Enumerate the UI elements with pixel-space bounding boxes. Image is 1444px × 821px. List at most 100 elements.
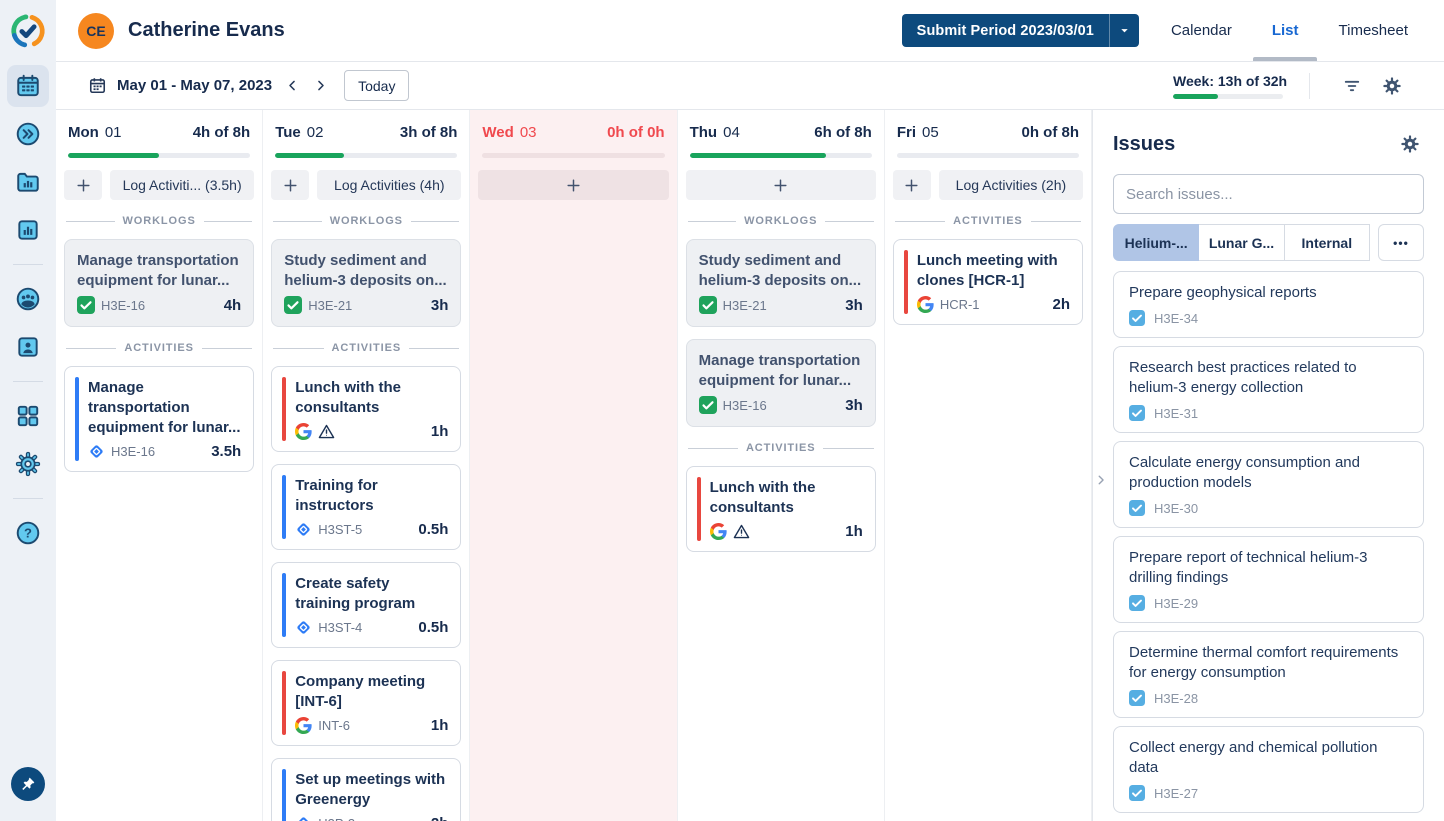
sidebar-item-report-folder[interactable]: [7, 161, 49, 203]
activity-color-bar: [903, 250, 908, 314]
issue-card[interactable]: Research best practices related to heliu…: [1113, 346, 1424, 433]
issue-card[interactable]: Calculate energy consumption and product…: [1113, 441, 1424, 528]
jira-task-icon: [88, 443, 105, 460]
add-entry-button[interactable]: [892, 170, 931, 200]
sidebar-item-help[interactable]: ?: [7, 512, 49, 554]
sidebar-divider: [13, 264, 43, 265]
issue-key-label: H3E-29: [1154, 595, 1199, 611]
date-toolbar: May 01 - May 07, 2023 Today Week: 13h of…: [56, 62, 1444, 110]
activity-card[interactable]: Manage transportation equipment for luna…: [64, 366, 255, 472]
jira-task-icon: [295, 619, 312, 636]
sidebar-item-profile-card[interactable]: [7, 326, 49, 368]
activity-card[interactable]: Create safety training program H3ST-4 0.5h: [271, 562, 462, 648]
logged-hours-label: 3.5h: [211, 443, 242, 460]
sidebar-item-quick-switch[interactable]: [7, 113, 49, 155]
search-issues-input[interactable]: [1113, 174, 1424, 214]
activity-card[interactable]: Set up meetings with Greenergy H3P-3 2h: [271, 758, 462, 821]
blue-check-icon: [1129, 785, 1145, 801]
activity-title: Lunch with the consultants: [709, 479, 816, 516]
issue-meta: H3E-27: [1129, 785, 1408, 801]
main-area: CE Catherine Evans Submit Period 2023/03…: [56, 0, 1444, 821]
next-week-button[interactable]: [306, 72, 334, 100]
issue-key-label: H3P-3: [318, 816, 355, 821]
day-name-label: Tue: [275, 124, 301, 141]
google-icon: [295, 717, 312, 734]
issue-card[interactable]: Prepare geophysical reports H3E-34: [1113, 271, 1424, 338]
issues-search: [1113, 174, 1424, 214]
day-progress-bar: [689, 153, 872, 158]
issues-header: Issues: [1113, 130, 1424, 158]
board-settings-button[interactable]: [1376, 70, 1408, 102]
week-board: Mon 01 4h of 8h Log Activiti... (3.5h) WORKL…: [56, 110, 1093, 821]
day-actions: Log Activities (2h): [892, 170, 1084, 200]
sidebar-item-chart[interactable]: [7, 209, 49, 251]
toolbar-divider: [1309, 72, 1310, 99]
tab-timesheet[interactable]: Timesheet: [1339, 0, 1408, 61]
sidebar-item-settings[interactable]: [7, 443, 49, 485]
tab-calendar[interactable]: Calendar: [1171, 0, 1232, 61]
day-hours-label: 6h of 8h: [814, 124, 872, 141]
sidebar-item-team[interactable]: [7, 278, 49, 320]
sidebar-item-calendar[interactable]: [7, 65, 49, 107]
log-activities-button[interactable]: Log Activities (4h): [317, 170, 462, 200]
blue-check-icon: [1129, 690, 1145, 706]
add-entry-button[interactable]: [478, 170, 669, 200]
day-progress-bar: [68, 153, 251, 158]
today-button[interactable]: Today: [344, 70, 410, 101]
day-hours-label: 4h of 8h: [192, 124, 251, 141]
worklog-card[interactable]: Manage transportation equipment for luna…: [64, 239, 255, 327]
chart-icon: [15, 217, 41, 243]
submit-period-button[interactable]: Submit Period 2023/03/01: [901, 14, 1139, 47]
settings-icon: [15, 451, 41, 477]
issue-key-label: H3E-30: [1154, 500, 1199, 516]
issue-tab-lunar[interactable]: Lunar G...: [1198, 224, 1285, 261]
activity-title: Set up meetings with Greenergy: [295, 771, 446, 808]
activity-card[interactable]: Lunch with the consultants 1h: [685, 466, 876, 552]
issue-key-label: INT-6: [318, 718, 350, 733]
panel-collapse-button[interactable]: [1093, 468, 1109, 492]
logged-hours-label: 3h: [845, 396, 863, 414]
activities-section-label: ACTIVITIES: [688, 442, 874, 454]
activity-card[interactable]: Lunch with the consultants 1h: [271, 366, 462, 452]
issue-tab-internal[interactable]: Internal: [1283, 224, 1370, 261]
logged-hours-label: 3h: [845, 296, 863, 314]
prev-week-button[interactable]: [278, 72, 306, 100]
pin-icon: [20, 776, 36, 792]
activity-title: Training for instructors: [295, 477, 378, 514]
activity-card[interactable]: Training for instructors H3ST-5 0.5h: [271, 464, 462, 550]
worklog-card[interactable]: Study sediment and helium-3 deposits on.…: [271, 239, 462, 327]
issue-card[interactable]: Prepare report of technical helium-3 dri…: [1113, 536, 1424, 623]
issues-settings-button[interactable]: [1396, 130, 1424, 158]
day-column-wed: Wed 03 0h of 0h: [470, 110, 678, 821]
log-activities-button[interactable]: Log Activiti... (3.5h): [110, 170, 255, 200]
activity-card[interactable]: Company meeting [INT-6] INT-6 1h: [271, 660, 462, 746]
card-meta: H3ST-5 0.5h: [295, 521, 448, 538]
header: CE Catherine Evans Submit Period 2023/03…: [56, 0, 1444, 62]
issue-key-label: H3ST-4: [318, 620, 363, 635]
card-meta: H3ST-4 0.5h: [295, 619, 448, 636]
activity-card[interactable]: Lunch meeting with clones [HCR-1] HCR-1 2h: [892, 239, 1084, 325]
sidebar-item-apps-grid[interactable]: [7, 395, 49, 437]
issue-tab-helium[interactable]: Helium-...: [1113, 224, 1200, 261]
submit-caret-button[interactable]: [1108, 14, 1139, 47]
add-entry-button[interactable]: [64, 170, 102, 200]
add-entry-button[interactable]: [685, 170, 876, 200]
plus-icon: [75, 177, 92, 194]
worklog-title: Study sediment and helium-3 deposits on.…: [698, 252, 862, 289]
log-activities-button[interactable]: Log Activities (2h): [938, 170, 1084, 200]
issue-card[interactable]: Collect energy and chemical pollution da…: [1113, 726, 1424, 813]
worklog-card[interactable]: Manage transportation equipment for luna…: [685, 339, 876, 427]
issue-card[interactable]: Determine thermal comfort requirements f…: [1113, 631, 1424, 718]
day-progress-fill: [689, 153, 827, 158]
worklog-card[interactable]: Study sediment and helium-3 deposits on.…: [685, 239, 876, 327]
date-range-label: May 01 - May 07, 2023: [117, 77, 273, 94]
apps-grid-icon: [15, 403, 41, 429]
tab-list[interactable]: List: [1253, 0, 1318, 61]
plus-icon: [903, 177, 920, 194]
plus-icon: [772, 177, 789, 194]
more-tabs-button[interactable]: •••: [1377, 224, 1424, 261]
filter-button[interactable]: [1336, 70, 1368, 102]
logged-hours-label: 3h: [430, 296, 449, 314]
add-entry-button[interactable]: [271, 170, 310, 200]
pin-button[interactable]: [11, 767, 45, 801]
